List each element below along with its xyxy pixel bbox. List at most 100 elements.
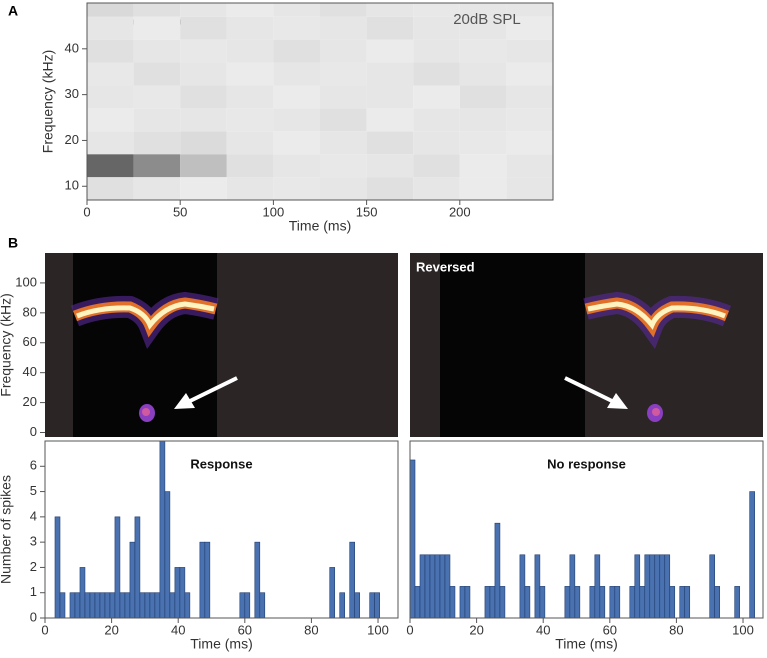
- bar: [179, 567, 186, 618]
- bar: [749, 491, 755, 618]
- heat-cell: [87, 16, 134, 40]
- bar: [204, 541, 211, 618]
- bar: [239, 592, 246, 618]
- bar: [669, 586, 676, 618]
- heat-cell: [366, 3, 414, 17]
- y-tick-label: 100: [15, 274, 37, 289]
- heat-cell: [226, 131, 274, 155]
- heat-cell: [320, 62, 367, 86]
- heat-cell: [180, 85, 227, 109]
- bar: [59, 592, 66, 618]
- bar: [174, 567, 181, 618]
- heat-cell: [320, 154, 367, 178]
- y-tick-label: 1: [30, 584, 37, 599]
- heat-cell: [366, 154, 414, 178]
- bar: [459, 586, 466, 618]
- y-tick-label: 30: [65, 86, 79, 101]
- x-tick-label: 0: [406, 622, 413, 637]
- stimulus-window: [440, 253, 585, 437]
- bar: [124, 592, 131, 618]
- bar: [329, 567, 336, 618]
- heat-cell: [506, 39, 553, 63]
- bar: [609, 586, 616, 618]
- bar: [524, 586, 531, 618]
- bars: [410, 459, 755, 618]
- y-tick-label: 0: [30, 609, 37, 624]
- heat-cell: [506, 154, 553, 178]
- bar: [534, 554, 541, 618]
- heat-cell: [133, 131, 181, 155]
- bar: [369, 592, 375, 618]
- heat-cell: [413, 154, 460, 178]
- heat-cell: [366, 131, 414, 155]
- heat-cell: [413, 16, 460, 40]
- bar: [134, 516, 141, 618]
- bar: [599, 586, 606, 618]
- x-axis-label: Time (ms): [555, 636, 617, 652]
- x-tick-label: 200: [449, 204, 471, 219]
- x-tick-label: 80: [669, 622, 683, 637]
- heat-cell: [413, 62, 460, 86]
- x-tick-label: 100: [367, 622, 389, 637]
- y-tick-label: 10: [65, 178, 79, 193]
- bar: [709, 554, 716, 618]
- bar: [154, 592, 161, 618]
- bar: [634, 554, 641, 618]
- heat-cell: [413, 131, 460, 155]
- y-tick-label: 0: [30, 424, 37, 439]
- heat-cell: [506, 62, 553, 86]
- bar: [734, 586, 740, 618]
- heat-cell: [506, 131, 553, 155]
- y-tick-label: 40: [65, 40, 79, 55]
- heat-cell: [133, 16, 181, 40]
- bar: [639, 586, 646, 618]
- bar: [254, 541, 261, 618]
- heat-cell: [459, 177, 507, 200]
- title: No response: [547, 456, 626, 471]
- heat-cell: [413, 39, 460, 63]
- heat-cell: [366, 39, 414, 63]
- heat-cell: [273, 62, 320, 86]
- bar: [354, 592, 361, 618]
- bar: [94, 592, 101, 618]
- heat-cell: [366, 108, 414, 132]
- x-tick-label: 80: [304, 622, 318, 637]
- bar: [199, 541, 206, 618]
- title: Response: [190, 456, 252, 471]
- heat-cell: [87, 177, 134, 200]
- heat-cell: [226, 85, 274, 109]
- bar: [589, 586, 596, 618]
- heat-cell: [366, 62, 414, 86]
- annotation: 20dB SPL: [453, 11, 521, 28]
- y-tick-label: 20: [23, 394, 37, 409]
- bar: [614, 586, 621, 618]
- heat-cell: [459, 154, 507, 178]
- y-tick-label: 80: [23, 304, 37, 319]
- heat-cell: [506, 16, 553, 40]
- bar: [539, 586, 546, 618]
- heat-cell: [459, 3, 507, 17]
- heat-cell: [180, 16, 227, 40]
- y-tick-label: 40: [23, 364, 37, 379]
- heat-cell: [133, 39, 181, 63]
- heat-cell: [180, 177, 227, 200]
- plot-frame: [409, 440, 764, 619]
- y-axis-label: Frequency (kHz): [0, 293, 14, 396]
- heat-cell: [366, 85, 414, 109]
- bar: [84, 592, 91, 618]
- bar: [464, 586, 471, 618]
- heat-cell: [226, 108, 274, 132]
- heat-cell: [133, 62, 181, 86]
- bar: [89, 592, 96, 618]
- bar: [414, 586, 421, 618]
- bar: [654, 554, 661, 618]
- y-axis-label: Number of spikes: [0, 475, 14, 584]
- bar: [169, 592, 176, 618]
- bar: [484, 586, 491, 618]
- bar: [99, 592, 106, 618]
- bar: [494, 522, 501, 618]
- heat-cell: [506, 108, 553, 132]
- heat-cell: [226, 62, 274, 86]
- heat-cell: [226, 39, 274, 63]
- heat-cell: [226, 16, 274, 40]
